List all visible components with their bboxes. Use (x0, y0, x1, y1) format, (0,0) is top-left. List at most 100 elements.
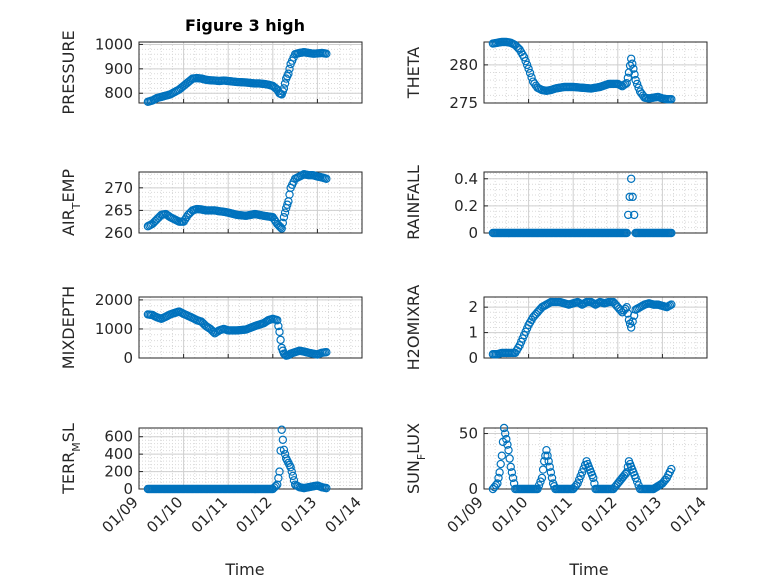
data-point (622, 228, 631, 238)
data-point (322, 483, 331, 493)
y-axis-label: SUNFLUX (404, 423, 428, 494)
x-tick-label: 01/14 (322, 493, 365, 536)
data-point (279, 445, 289, 454)
data-point (496, 459, 505, 469)
data-point (500, 429, 510, 438)
y-tick-label: 800 (104, 84, 133, 102)
y-tick-label: 270 (104, 179, 133, 197)
data-point (667, 94, 676, 104)
y-tick-label: 0 (468, 224, 478, 242)
data-point (576, 471, 585, 481)
axes-box (483, 427, 708, 490)
data-point (280, 79, 290, 88)
data-point (543, 451, 552, 460)
data-point (519, 53, 529, 62)
data-point (322, 174, 331, 183)
y-tick-label: 600 (104, 428, 133, 446)
data-point (533, 484, 542, 494)
y-tick-label: 2 (468, 298, 478, 316)
data-point (628, 317, 637, 326)
axes-box (138, 296, 363, 359)
data-point (285, 64, 294, 74)
data-point (277, 425, 286, 434)
data-point (525, 68, 535, 78)
data-point (621, 469, 630, 479)
data-point (573, 479, 582, 488)
x-tick-label: 01/11 (533, 493, 576, 536)
axes-box (483, 296, 708, 359)
y-tick-label: 1 (468, 324, 478, 342)
data-point (625, 319, 635, 328)
data-point (322, 49, 331, 58)
y-tick-label: 0.4 (454, 170, 478, 188)
data-point (624, 210, 633, 220)
data-point (623, 462, 633, 472)
data-point (502, 434, 511, 444)
data-point (521, 56, 530, 66)
y-tick-label: 400 (104, 445, 133, 463)
data-point (277, 224, 286, 233)
data-point (626, 323, 636, 332)
axes-box (138, 171, 363, 234)
data-point (629, 64, 638, 73)
data-point (667, 228, 676, 238)
x-tick-label: 01/10 (143, 493, 186, 536)
data-point (545, 462, 554, 472)
axes-box (483, 41, 708, 104)
x-tick-label: 01/14 (667, 493, 710, 536)
data-point (508, 473, 518, 483)
data-point (667, 464, 676, 474)
data-point (577, 468, 587, 477)
data-point (628, 59, 637, 68)
panel-mixdepth: 0 1000 2000 MIXDEPTH (59, 286, 363, 369)
data-point (623, 73, 633, 83)
panel-pressure: 800 900 1000 PRESSURE (59, 30, 363, 115)
y-tick-label: 0 (468, 349, 478, 367)
data-point (547, 473, 557, 483)
x-tick-label: 01/13 (277, 493, 320, 536)
y-tick-label: 2000 (95, 291, 133, 309)
data-point (629, 311, 639, 320)
data-point (279, 84, 289, 93)
data-point (544, 457, 553, 466)
y-tick-label: 275 (449, 94, 478, 112)
panel-rainfall: 0 0.2 0.4 RAINFALL (404, 165, 708, 242)
data-point (632, 79, 642, 89)
data-point (625, 192, 634, 202)
y-tick-label: 1000 (95, 320, 133, 338)
data-point (542, 445, 551, 455)
data-point (495, 468, 504, 477)
data-point (626, 174, 636, 183)
axes-box (138, 41, 363, 104)
y-tick-label: 260 (104, 224, 133, 242)
data-point (667, 300, 676, 309)
y-axis-label: AIRTEMP (59, 169, 83, 236)
y-tick-label: 265 (104, 201, 133, 219)
data-point (626, 54, 636, 63)
x-axis-label-right: Time (568, 560, 608, 579)
data-point (622, 302, 631, 312)
data-point (622, 78, 631, 88)
data-point (493, 479, 502, 488)
data-point (278, 435, 288, 444)
y-tick-label: 0 (123, 349, 133, 367)
y-tick-label: 280 (449, 56, 478, 74)
data-point (522, 60, 532, 70)
data-point (275, 467, 284, 476)
data-point (632, 477, 642, 486)
y-tick-label: 200 (104, 463, 133, 481)
x-tick-label: 01/11 (188, 493, 231, 536)
data-point (505, 454, 514, 463)
data-point (506, 462, 515, 472)
data-point (322, 347, 331, 357)
x-tick-label: 01/09 (444, 493, 487, 536)
panel-h2omixra: 0 1 2 H2OMIXRA (404, 285, 708, 370)
data-point (271, 481, 280, 491)
data-point (499, 423, 509, 433)
data-point (274, 321, 283, 331)
data-point (286, 463, 295, 472)
data-point (494, 473, 503, 483)
data-point (507, 468, 517, 477)
